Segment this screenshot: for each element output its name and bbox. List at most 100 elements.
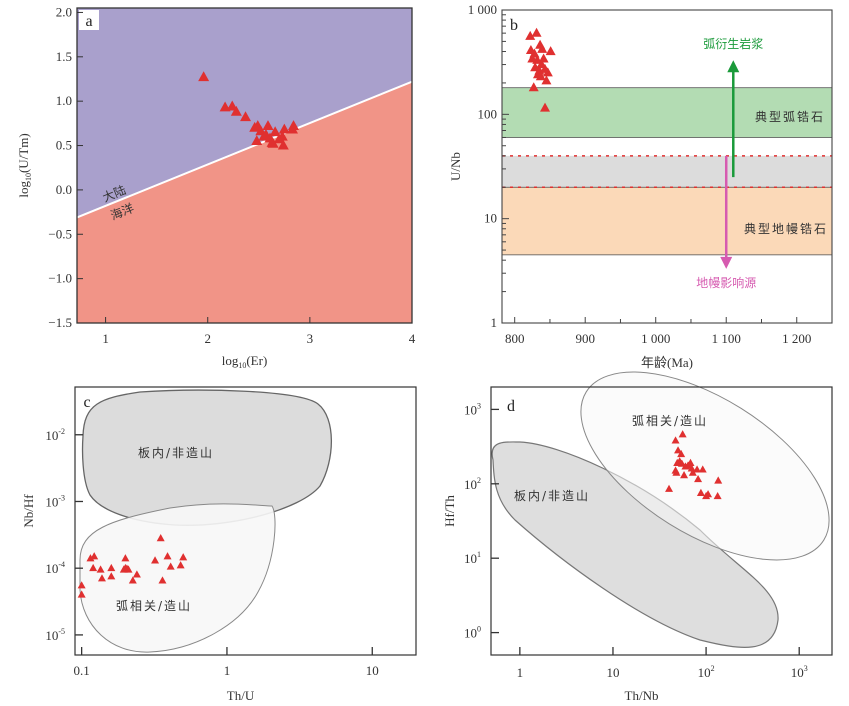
data-point xyxy=(107,563,116,572)
data-point xyxy=(525,30,536,40)
y-tick-label: 101 xyxy=(464,550,481,566)
y-axis-label: log10(U/Tm) xyxy=(16,133,33,197)
band-label-mantle-zircon: 典型地幔锆石 xyxy=(744,221,828,236)
band xyxy=(501,87,833,138)
y-tick-label: −1.5 xyxy=(48,315,72,330)
x-tick-label: 102 xyxy=(698,664,715,680)
y-tick-label: 2.0 xyxy=(56,4,72,19)
x-tick-label: 1 200 xyxy=(782,331,811,346)
data-point xyxy=(198,71,210,82)
x-tick-label: 3 xyxy=(307,331,314,346)
divider-line xyxy=(76,80,413,219)
data-point xyxy=(531,27,542,37)
data-point xyxy=(678,430,687,438)
y-tick-label: 1 000 xyxy=(468,2,497,17)
plot-frame xyxy=(76,7,413,324)
band xyxy=(502,155,832,188)
x-tick-label: 1 000 xyxy=(641,331,670,346)
x-axis-label: log10(Er) xyxy=(222,353,268,370)
data-point xyxy=(251,135,263,146)
data-point xyxy=(166,562,175,570)
field-intraplate xyxy=(81,389,333,526)
arrow-up-icon xyxy=(727,60,740,73)
data-point xyxy=(278,123,290,134)
data-point xyxy=(89,563,98,572)
data-point xyxy=(688,468,697,476)
panel-label: a xyxy=(85,13,92,30)
data-point xyxy=(674,446,683,454)
y-tick-label: −1.0 xyxy=(48,271,72,286)
plot-frame xyxy=(74,386,417,656)
y-tick-label: 1.0 xyxy=(56,93,72,108)
data-point xyxy=(677,449,686,458)
data-point xyxy=(687,464,696,472)
data-point xyxy=(693,465,702,473)
x-tick-label: 1 100 xyxy=(712,331,741,346)
x-tick-label: 4 xyxy=(409,331,416,346)
field-label-arc-related: 弧相关/造山 xyxy=(116,599,192,613)
field-intraplate xyxy=(491,441,779,648)
data-point xyxy=(288,120,300,130)
y-axis-label: Nb/Hf xyxy=(21,494,36,528)
data-point xyxy=(267,137,279,148)
region-continental xyxy=(77,8,412,218)
data-point xyxy=(107,572,116,580)
band-label-arc-zircon: 典型弧锆石 xyxy=(755,110,825,124)
data-point xyxy=(528,82,539,92)
arrow-down-icon xyxy=(720,256,733,269)
data-point xyxy=(240,111,252,122)
data-point xyxy=(176,561,185,569)
data-point xyxy=(677,459,686,467)
arrow-label: 地幔影响源 xyxy=(696,275,756,290)
data-point xyxy=(704,490,713,498)
data-point xyxy=(124,565,133,573)
y-tick-label: 100 xyxy=(478,106,498,121)
data-point xyxy=(665,484,674,492)
data-point xyxy=(277,139,289,150)
y-tick-label: 103 xyxy=(464,401,481,417)
data-point xyxy=(97,574,106,582)
data-point xyxy=(541,75,552,85)
band xyxy=(501,186,833,256)
x-tick-label: 2 xyxy=(204,331,211,346)
data-point xyxy=(535,71,546,81)
field-arc-related xyxy=(580,371,830,561)
y-tick-label: 10 xyxy=(484,211,497,226)
x-tick-label: 1 xyxy=(224,663,231,678)
field-label-intraplate: 板内/非造山 xyxy=(514,489,590,503)
data-point xyxy=(77,590,86,598)
x-tick-label: 1 xyxy=(517,665,524,680)
data-point xyxy=(276,130,288,141)
x-tick-label: 10 xyxy=(366,663,379,678)
data-point xyxy=(151,556,160,564)
data-point xyxy=(262,120,274,130)
plot-frame xyxy=(501,9,833,324)
x-tick-label: 800 xyxy=(505,331,525,346)
data-point xyxy=(538,53,549,63)
x-axis-label: Th/U xyxy=(227,688,255,703)
field-label-intraplate: 板内/非造山 xyxy=(138,446,214,460)
data-point xyxy=(698,465,707,473)
x-axis-label: 年龄(Ma) xyxy=(641,355,693,370)
y-tick-label: −0.5 xyxy=(48,226,72,241)
panel-label-box xyxy=(79,10,99,30)
y-axis-label: U/Nb xyxy=(448,152,463,181)
data-point xyxy=(713,491,722,500)
x-tick-label: 1 xyxy=(102,331,109,346)
data-point xyxy=(540,102,551,112)
x-tick-label: 900 xyxy=(575,331,595,346)
data-point xyxy=(714,476,723,484)
data-point xyxy=(163,552,172,560)
x-tick-label: 103 xyxy=(791,664,808,680)
y-tick-label: 1.5 xyxy=(56,49,72,64)
data-point xyxy=(537,43,548,53)
y-axis-label: Hf/Th xyxy=(442,495,457,527)
data-point xyxy=(128,576,137,584)
data-point xyxy=(230,105,242,116)
data-point xyxy=(179,553,188,561)
x-tick-label: 10 xyxy=(606,665,619,680)
field-arc-related xyxy=(79,503,276,653)
